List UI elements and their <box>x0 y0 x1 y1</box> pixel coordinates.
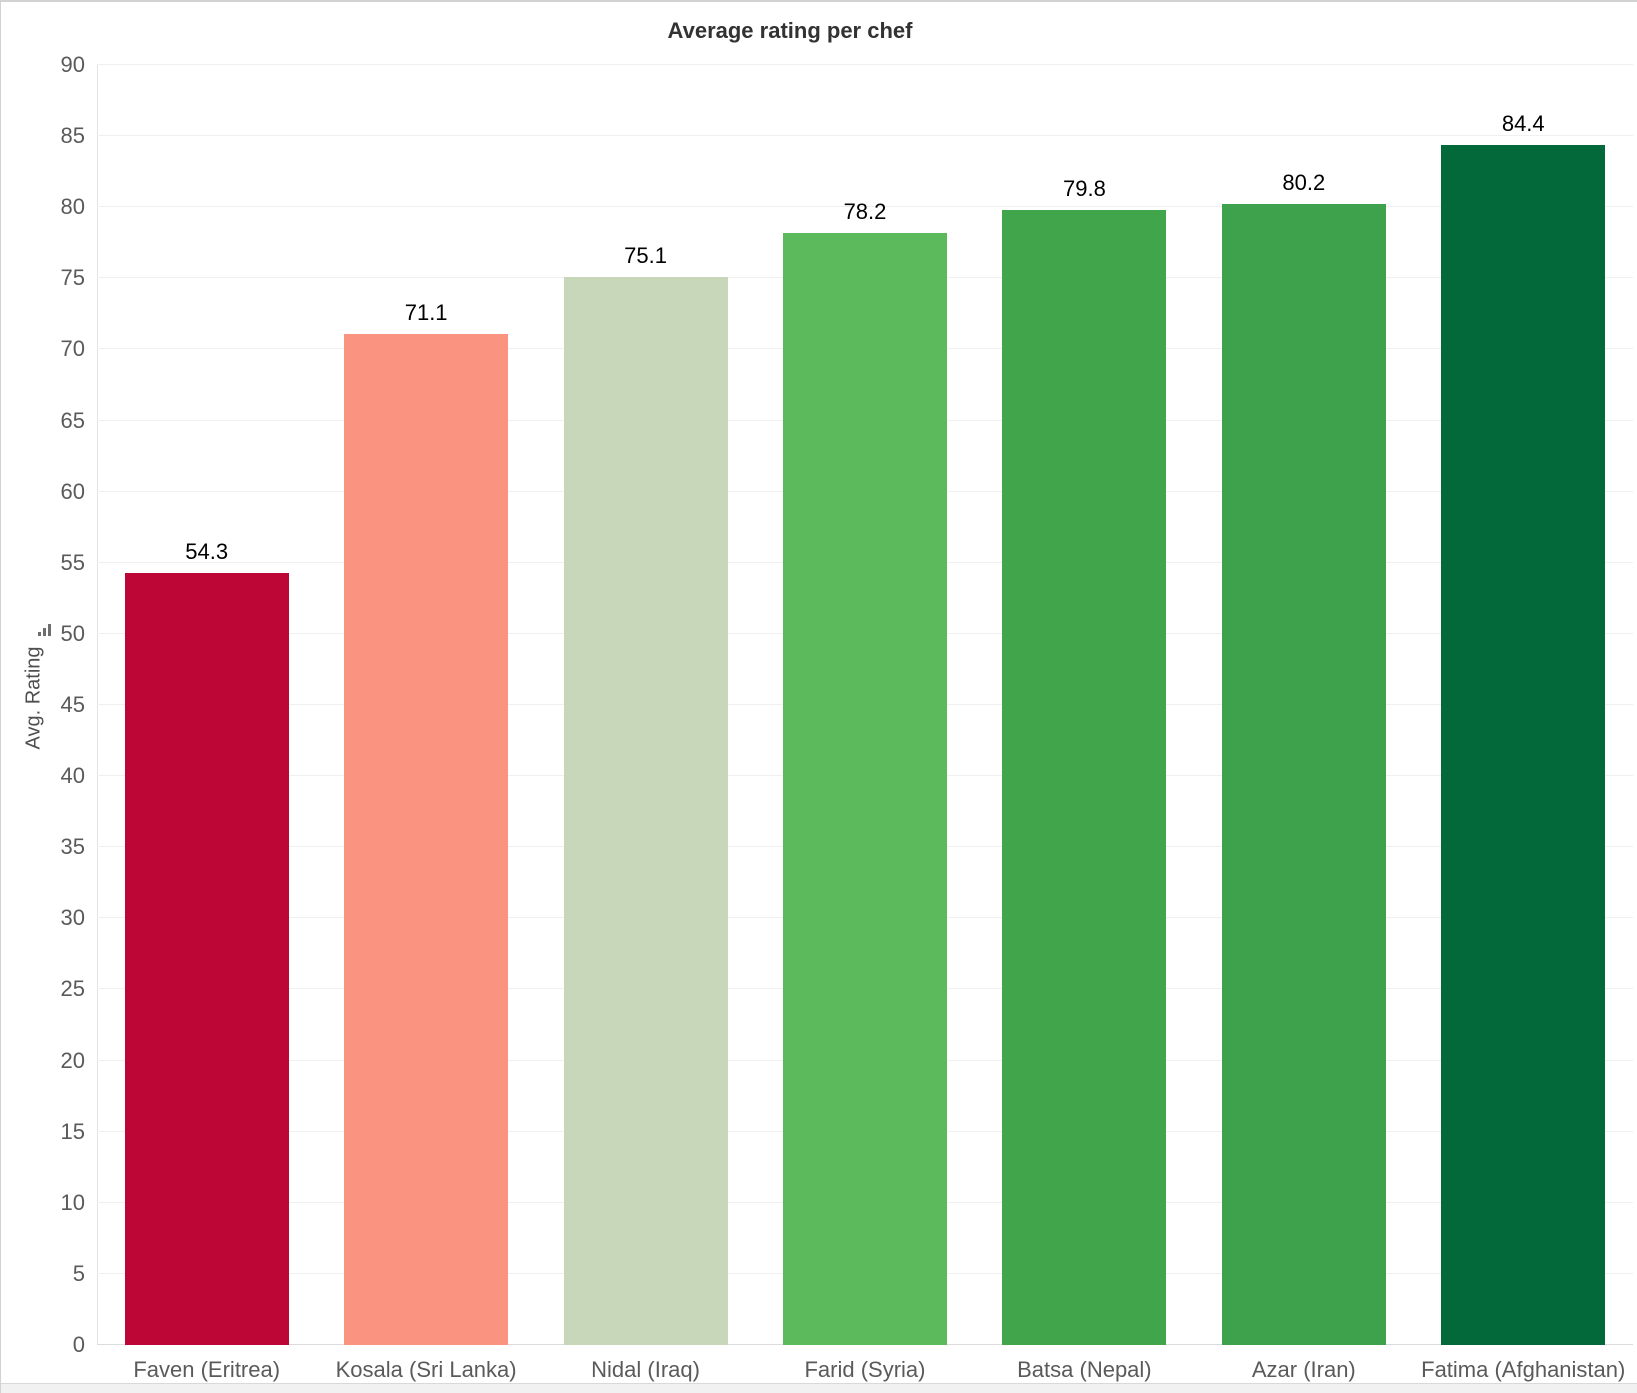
bar-slot: 75.1 Nidal (Iraq) <box>536 65 755 1381</box>
plot-area: 0 5 10 15 20 25 30 35 40 45 50 55 60 65 70 75 80 85 90 54.3… <box>61 54 1633 1381</box>
y-tick-label-45: 45 <box>60 692 85 717</box>
bar-slot: 71.1 Kosala (Sri Lanka) <box>316 65 535 1380</box>
bar-kosala[interactable] <box>344 333 509 1345</box>
y-tick-label-65: 65 <box>60 407 85 433</box>
x-axis-label: Fatima (Afghanistan) <box>1421 1357 1626 1382</box>
bar-fatima[interactable] <box>1441 144 1606 1345</box>
y-tick-label-15: 15 <box>60 1118 85 1144</box>
y-tick-label-25: 25 <box>60 976 85 1002</box>
y-tick-label-90: 90 <box>60 52 85 77</box>
x-axis-label: Nidal (Iraq) <box>591 1357 700 1382</box>
bar-slot: 79.8 Batsa (Nepal) <box>975 65 1194 1381</box>
bar-value-label: 54.3 <box>185 538 229 564</box>
horizontal-scrollbar-track[interactable] <box>1 1383 1637 1393</box>
x-axis-label: Azar (Iran) <box>1251 1357 1356 1382</box>
y-tick-label-0: 0 <box>72 1332 85 1357</box>
y-tick-label-20: 20 <box>60 1047 85 1073</box>
y-tick-label-85: 85 <box>60 123 85 149</box>
y-tick-label-10: 10 <box>60 1189 85 1215</box>
bar-slot: 54.3 Faven (Eritrea) <box>97 65 316 1381</box>
bars-container: 54.3 Faven (Eritrea) 71.1 Kosala (Sri Lanka… <box>97 65 1633 1381</box>
bar-slot: 84.4 Fatima (Afghanistan) <box>1414 65 1633 1380</box>
y-axis-title: Avg. Rating <box>22 646 45 750</box>
y-tick-label-75: 75 <box>60 265 85 291</box>
bar-value-label: 84.4 <box>1501 110 1545 136</box>
bar-batsa[interactable] <box>1002 210 1167 1345</box>
y-tick-label-80: 80 <box>60 194 85 220</box>
y-axis-line <box>97 65 98 1345</box>
bar-azar[interactable] <box>1221 204 1386 1345</box>
gridline-85 <box>97 135 1633 137</box>
bar-nidal[interactable] <box>563 276 728 1345</box>
sort-ascending-bars-icon[interactable] <box>38 624 52 636</box>
x-axis-label: Faven (Eritrea) <box>133 1357 281 1382</box>
x-axis-label: Batsa (Nepal) <box>1017 1357 1152 1382</box>
y-tick-label-40: 40 <box>60 763 85 789</box>
bar-value-label: 80.2 <box>1282 170 1326 196</box>
bar-value-label: 75.1 <box>624 242 667 268</box>
y-tick-label-55: 55 <box>60 549 85 575</box>
x-axis-label: Farid (Syria) <box>804 1357 926 1382</box>
y-tick-label-50: 50 <box>60 620 85 646</box>
gridline-80 <box>97 206 1633 208</box>
bar-value-label: 71.1 <box>404 299 448 325</box>
bar-value-label: 79.8 <box>1062 176 1106 202</box>
y-tick-label-60: 60 <box>60 478 85 504</box>
y-tick-label-5: 5 <box>72 1260 85 1286</box>
x-axis-label: Kosala (Sri Lanka) <box>335 1357 517 1382</box>
bar-farid[interactable] <box>782 232 947 1345</box>
bar-slot: 80.2 Azar (Iran) <box>1194 65 1413 1381</box>
y-tick-label-30: 30 <box>60 905 85 931</box>
bar-faven[interactable] <box>124 572 289 1345</box>
y-tick-label-35: 35 <box>60 834 85 860</box>
bar-slot: 78.2 Farid (Syria) <box>755 65 974 1381</box>
bar-value-label: 78.2 <box>843 198 887 224</box>
chart-title: Average rating per chef <box>667 18 913 43</box>
y-tick-label-70: 70 <box>60 336 85 362</box>
gridline-90 <box>97 64 1633 65</box>
